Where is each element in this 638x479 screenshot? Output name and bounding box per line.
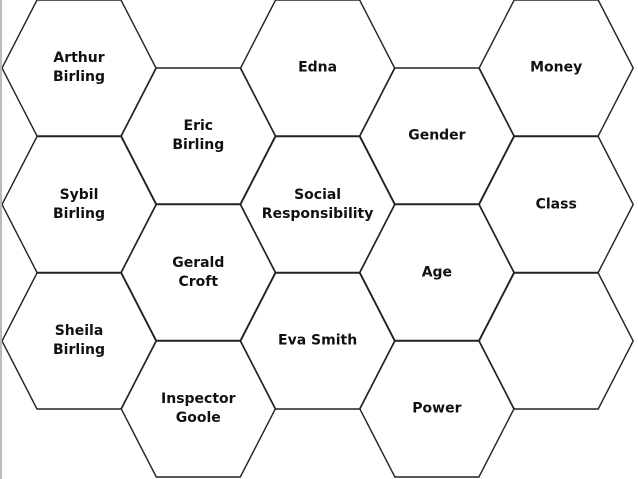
hexagon-label: Age: [421, 264, 453, 280]
hexagon-label: Gender: [408, 127, 466, 144]
hexagon-label: Power: [412, 400, 462, 417]
hexagon-label: Social Responsibility: [261, 186, 374, 222]
hexagon-label: Class: [535, 196, 577, 212]
hexagon-label: Sybil Birling: [53, 186, 105, 222]
hexagon-label: Eric Birling: [172, 118, 225, 153]
hexagon-label: Sheila Birling: [53, 323, 105, 358]
hexagon: [478, 272, 634, 410]
hexagon-label: Gerald Croft: [172, 254, 225, 290]
hexagon-label: Inspector Goole: [161, 391, 236, 426]
hexagon-label: Eva Smith: [278, 332, 358, 349]
hexagon-label: Money: [530, 59, 583, 76]
hexagon-label: Edna: [298, 59, 338, 76]
hexagon-label: Arthur Birling: [53, 50, 105, 85]
